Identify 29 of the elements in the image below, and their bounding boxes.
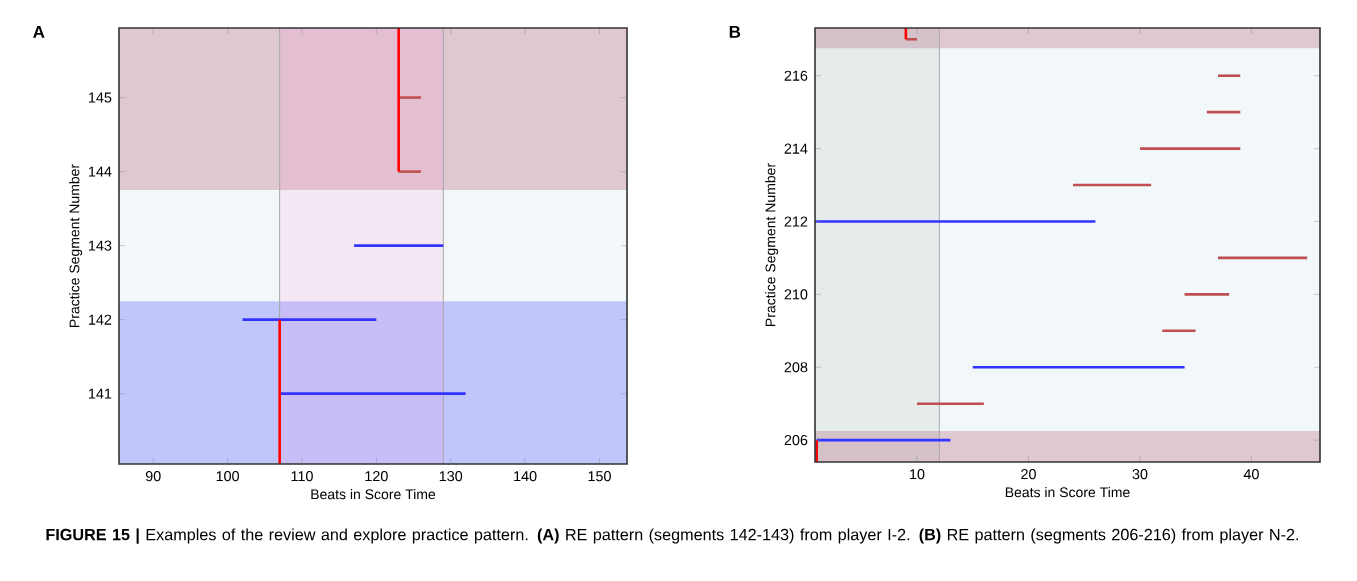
x-tick-label: 30 xyxy=(1132,469,1148,480)
y-tick-label: 144 xyxy=(89,166,112,177)
x-tick-label: 150 xyxy=(588,471,611,482)
y-axis-title: Practice Segment Number xyxy=(69,164,83,327)
x-tick-label: 140 xyxy=(514,471,537,482)
y-axis-title: Practice Segment Number xyxy=(765,163,779,326)
x-tick-label: 120 xyxy=(365,471,388,482)
x-tick-label: 90 xyxy=(145,471,161,482)
x-axis-title: Beats in Score Time xyxy=(1005,486,1130,498)
y-tick-label: 206 xyxy=(784,435,808,446)
chart-title: A xyxy=(33,26,45,38)
y-tick-label: 145 xyxy=(89,92,112,103)
x-tick-label: 40 xyxy=(1243,469,1259,480)
y-tick-label: 210 xyxy=(784,289,808,300)
x-tick-label: 110 xyxy=(291,471,313,482)
chart-title: B xyxy=(729,26,741,38)
y-tick-label: 208 xyxy=(784,362,808,373)
x-tick-label: 100 xyxy=(216,471,240,482)
y-tick-label: 212 xyxy=(784,216,808,227)
y-tick-label: 143 xyxy=(89,240,112,251)
x-tick-label: 10 xyxy=(910,469,925,480)
text: FIGURE 15 | Examples of the review and explore practice pattern. (A) RE pattern (segments 142-143) from player I-2. (B) RE pattern (segments 206-216) from player N-2. xyxy=(46,528,1299,544)
x-tick-label: 20 xyxy=(1021,469,1036,480)
y-tick-label: 214 xyxy=(784,143,808,154)
x-axis-title: Beats in Score Time xyxy=(311,488,436,500)
y-tick-label: 216 xyxy=(784,70,808,81)
x-tick-label: 130 xyxy=(439,471,463,482)
y-tick-label: 141 xyxy=(89,388,112,399)
y-tick-label: 142 xyxy=(89,314,112,325)
